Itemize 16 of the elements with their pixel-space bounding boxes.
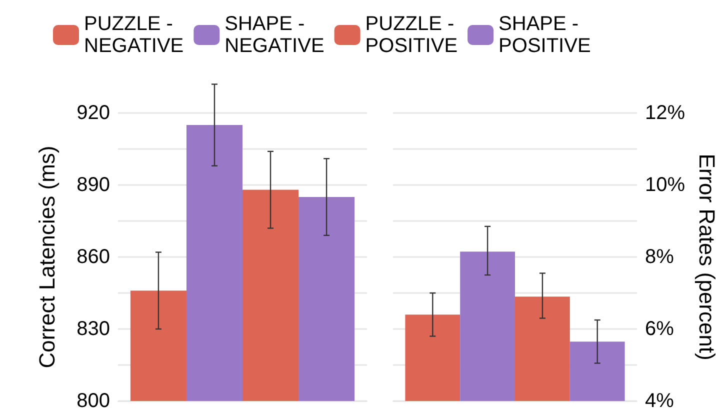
y-axis-title: Error Rates (percent) (694, 154, 720, 360)
y-tick-label: 6% (645, 318, 674, 340)
legend-label: PUZZLE - POSITIVE (365, 13, 458, 57)
y-tick-label: 12% (645, 102, 686, 124)
y-tick-label: 4% (645, 390, 674, 412)
y-axis-title: Correct Latencies (ms) (34, 146, 60, 368)
y-tick-label: 10% (645, 174, 686, 196)
y-tick-label: 860 (76, 246, 110, 268)
y-tick-label: 890 (76, 174, 110, 196)
legend-label: SHAPE - NEGATIVE (224, 13, 324, 57)
legend-label: SHAPE - POSITIVE (498, 13, 591, 57)
y-tick-label: 8% (645, 246, 674, 268)
y-tick-label: 800 (76, 390, 110, 412)
y-tick-label: 920 (76, 102, 110, 124)
y-tick-label: 830 (76, 318, 110, 340)
legend-label: PUZZLE - NEGATIVE (84, 13, 184, 57)
